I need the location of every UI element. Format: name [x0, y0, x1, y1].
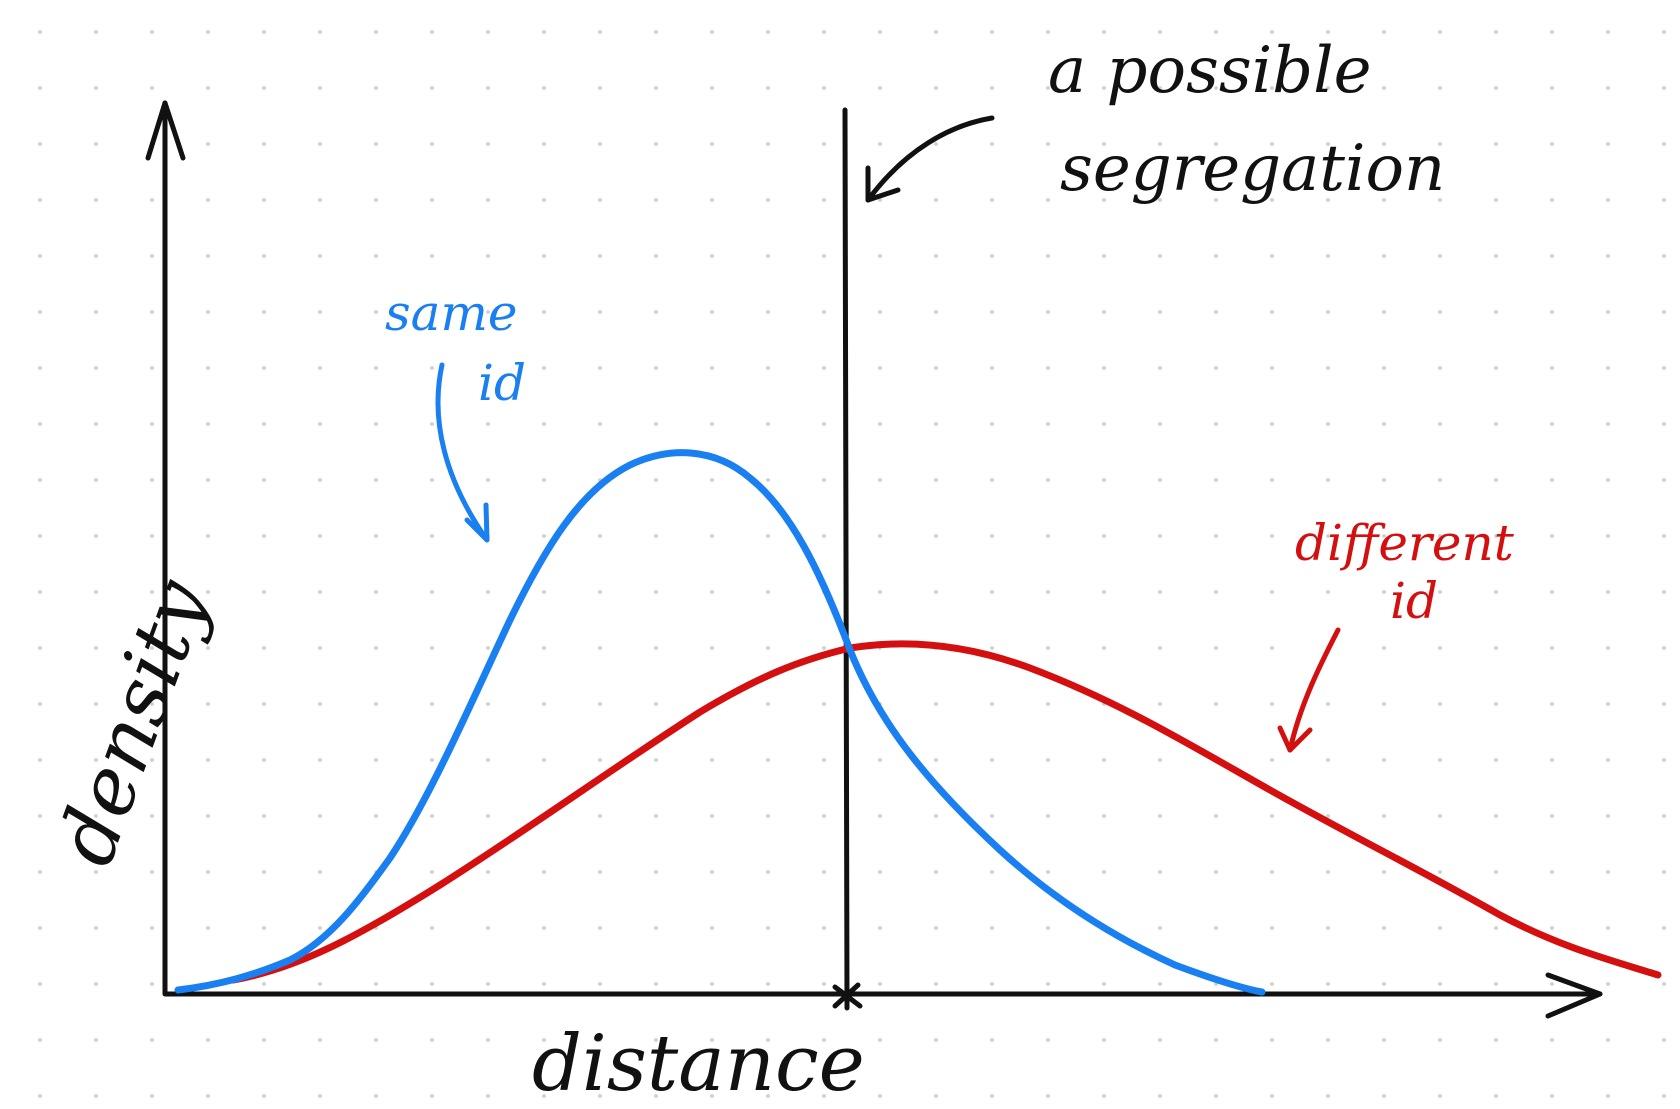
same-id-arrow-icon	[435, 362, 490, 543]
same-id-label-line2: id	[478, 354, 526, 412]
same-id-label-line1: same	[385, 284, 517, 342]
threshold-line	[842, 107, 850, 1011]
same-id-curve	[174, 449, 1266, 996]
segregation-threshold	[832, 107, 863, 1011]
arrow-up-icon	[145, 100, 186, 161]
curved-arrow-icon	[865, 115, 995, 203]
threshold-tick-mark	[832, 982, 863, 1009]
different-id-label-line2: id	[1390, 572, 1438, 630]
y-axis-label: density	[38, 567, 227, 877]
axes	[145, 100, 1603, 1019]
different-id-label-line1: different	[1295, 514, 1515, 572]
threshold-annotation-line2: segregation	[1060, 132, 1445, 206]
different-id-arrow-icon	[1277, 627, 1341, 753]
threshold-annotation-line1: a possible	[1048, 34, 1371, 108]
arrow-right-icon	[1545, 972, 1603, 1019]
different-id-curve	[229, 640, 1662, 984]
x-axis-label: distance	[532, 1019, 865, 1109]
